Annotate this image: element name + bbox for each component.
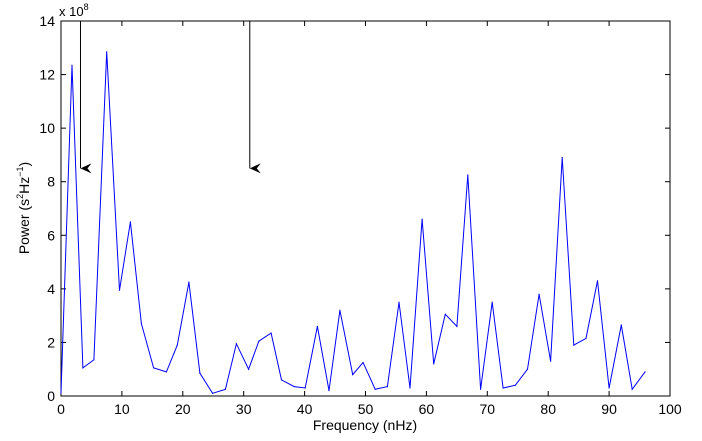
data-point: [176, 344, 178, 346]
data-point: [526, 368, 529, 370]
y-tick-label: 12: [39, 67, 55, 83]
y-label-mid: Hz: [16, 177, 32, 194]
data-point: [573, 344, 575, 346]
data-point: [270, 332, 272, 334]
data-point: [352, 373, 354, 376]
data-point: [188, 281, 190, 283]
y-label-sup2: −1: [15, 167, 25, 177]
data-point: [433, 363, 435, 365]
data-point: [199, 372, 201, 374]
data-point: [152, 367, 155, 369]
data-point: [60, 392, 62, 394]
data-point: [140, 323, 142, 325]
data-point: [386, 386, 389, 388]
y-label-prefix: Power (s: [16, 199, 32, 254]
data-point: [596, 280, 599, 282]
data-point: [398, 301, 400, 303]
y-tick-label: 0: [47, 388, 55, 404]
x-tick-label: 80: [540, 401, 556, 417]
data-point: [467, 174, 469, 176]
data-point: [247, 368, 250, 370]
data-point: [362, 361, 364, 364]
data-point: [118, 289, 121, 291]
y-tick-label: 14: [39, 13, 55, 29]
y-tick-label: 10: [39, 120, 55, 136]
x-tick-label: 10: [114, 401, 130, 417]
data-point: [374, 388, 376, 390]
y-tick-label: 2: [47, 334, 55, 350]
data-point: [106, 51, 108, 53]
data-point: [538, 293, 540, 295]
data-point: [585, 337, 587, 340]
data-point: [644, 371, 646, 373]
y-multiplier-exponent: 8: [84, 2, 89, 12]
y-tick-label: 6: [47, 227, 55, 243]
x-axis-label: Frequency (nHz): [313, 417, 417, 433]
x-tick-label: 90: [601, 401, 617, 417]
data-point: [502, 387, 504, 389]
data-point: [550, 360, 552, 362]
plot-area: [60, 20, 671, 397]
x-tick-label: 20: [175, 401, 191, 417]
data-point: [93, 359, 95, 361]
data-point: [224, 388, 227, 390]
x-tick-label: 0: [57, 401, 65, 417]
data-point: [339, 309, 341, 311]
y-axis-label: Power (s2Hz−1): [15, 162, 32, 254]
data-point: [608, 387, 610, 389]
data-point: [71, 64, 73, 66]
data-point: [165, 371, 167, 373]
axis-ticks: 0 10 20 30 40 50 60 70 80 90 100 0 2 4 6 8 10 12 14: [39, 13, 681, 417]
data-point: [620, 324, 622, 326]
data-point: [258, 340, 260, 342]
x-tick-label: 60: [419, 401, 435, 417]
y-tick-label: 8: [47, 174, 55, 190]
data-point: [561, 157, 563, 159]
data-point: [328, 390, 330, 392]
x-tick-label: 70: [480, 401, 496, 417]
y-label-suffix: ): [16, 162, 32, 167]
data-point: [631, 388, 633, 390]
data-point: [212, 392, 214, 394]
data-point: [129, 221, 132, 223]
x-tick-label: 40: [297, 401, 313, 417]
data-point: [409, 387, 411, 389]
annotation-arrows: [79, 21, 261, 174]
y-axis-multiplier: x 108: [59, 2, 89, 19]
data-point: [235, 343, 237, 345]
data-point: [280, 379, 283, 381]
data-point: [82, 367, 84, 369]
y-tick-label: 4: [47, 281, 55, 297]
data-point: [293, 386, 295, 388]
data-point: [480, 388, 482, 390]
data-point: [514, 384, 516, 386]
x-tick-label: 50: [358, 401, 374, 417]
data-point: [456, 325, 458, 327]
data-point: [491, 301, 493, 303]
x-tick-label: 100: [658, 401, 682, 417]
data-point: [444, 313, 446, 315]
data-point: [421, 218, 423, 220]
x-tick-label: 30: [236, 401, 252, 417]
y-multiplier-base: x 10: [59, 4, 84, 19]
data-point: [304, 387, 306, 389]
data-point: [316, 325, 318, 327]
series-layer: [60, 51, 646, 394]
y-label-sup1: 2: [15, 194, 25, 199]
